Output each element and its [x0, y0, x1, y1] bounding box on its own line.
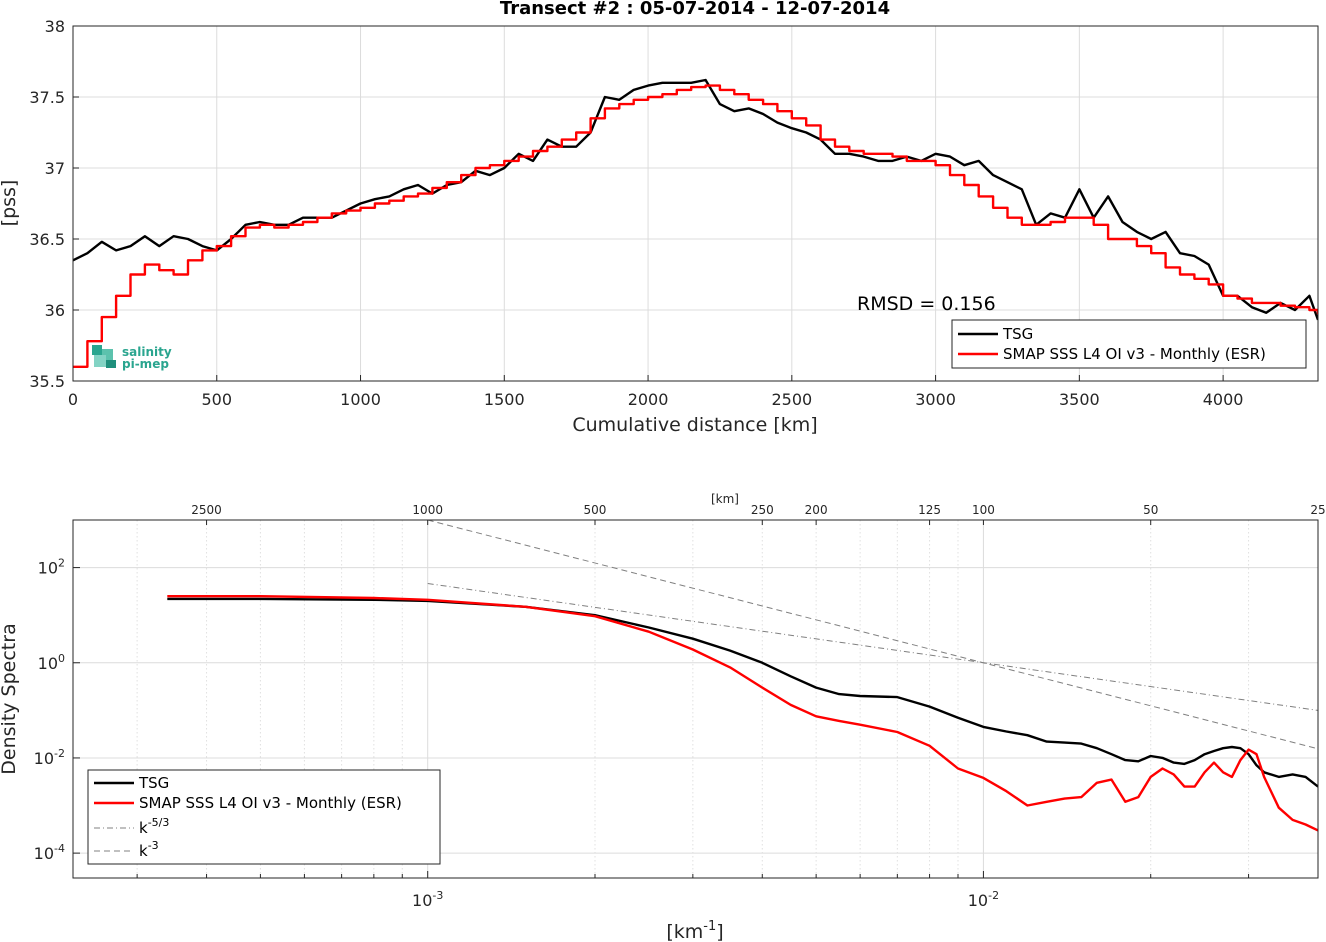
plot-area-frame [72, 519, 1319, 879]
x-axis-label-exp: -1 [703, 919, 716, 934]
legend-label-k3-exp: -3 [148, 839, 159, 852]
legend: TSG SMAP SSS L4 OI v3 - Monthly (ESR) [951, 319, 1307, 369]
logo-block [106, 360, 116, 368]
logo-text-pimep: pi-mep [122, 357, 169, 371]
y-tick-label: 100 [38, 652, 65, 673]
logo-block [92, 345, 102, 355]
x-axis-ticks: 0 500 1000 1500 2000 2500 3000 3500 4000 [68, 375, 1244, 409]
chart-title: Transect #2 : 05-07-2014 - 12-07-2014 [500, 0, 890, 19]
y-tick-label-base: 10 [34, 844, 54, 863]
y-tick-label: 36.5 [29, 230, 65, 249]
legend-label-k53: k-5/3 [139, 816, 169, 837]
y-tick-label: 37 [45, 159, 65, 178]
top-tick-label: 250 [751, 503, 774, 517]
x-tick-label-exp: -3 [432, 889, 443, 902]
legend-box [951, 319, 1307, 369]
legend-label-tsg: TSG [138, 774, 169, 792]
x-axis-label-close: ] [716, 921, 723, 942]
series-line-smap [167, 595, 1318, 832]
y-tick-label-exp: -4 [54, 842, 65, 855]
top-tick-label: 25 [1310, 503, 1325, 517]
top-axis-ticks: 2500 1000 500 250 200 125 100 50 25 [191, 503, 1326, 525]
y-tick-label: 38 [45, 17, 65, 36]
x-tick-label: 500 [201, 390, 232, 409]
x-axis-label-base: [km [666, 921, 703, 942]
y-tick-label: 35.5 [29, 372, 65, 391]
x-tick-label: 0 [68, 390, 78, 409]
y-tick-label: 10-4 [34, 842, 65, 863]
legend-label-smap: SMAP SSS L4 OI v3 - Monthly (ESR) [1003, 345, 1266, 363]
x-tick-label: 3500 [1059, 390, 1100, 409]
y-tick-label-exp: 2 [58, 557, 65, 570]
y-tick-label: 102 [38, 557, 65, 578]
y-tick-label: 37.5 [29, 88, 65, 107]
x-tick-label: 3000 [915, 390, 956, 409]
plot-lines [73, 78, 1318, 368]
plot-lines [167, 520, 1318, 832]
top-tick-label: 500 [584, 503, 607, 517]
legend-box [87, 769, 441, 865]
top-tick-label: 125 [918, 503, 941, 517]
y-tick-label: 10-2 [34, 747, 65, 768]
logo-block [102, 349, 113, 360]
series-line-tsg [167, 597, 1318, 788]
x-tick-label-base: 10 [968, 891, 988, 910]
x-tick-label: 2000 [628, 390, 669, 409]
top-tick-label: 2500 [191, 503, 222, 517]
x-tick-label: 1000 [340, 390, 381, 409]
y-tick-label-base: 10 [38, 559, 58, 578]
legend-label-k53-exp: -5/3 [148, 816, 170, 829]
top-tick-label: 100 [972, 503, 995, 517]
y-tick-label-base: 10 [34, 749, 54, 768]
x-tick-label: 4000 [1203, 390, 1244, 409]
top-tick-label: 50 [1143, 503, 1158, 517]
rmsd-annotation: RMSD = 0.156 [857, 293, 996, 315]
x-tick-label-exp: -2 [988, 889, 999, 902]
y-axis-label: [pss] [0, 180, 20, 227]
top-axis-label: [km] [711, 492, 739, 506]
legend-label-k3-base: k [139, 842, 148, 860]
series-line-tsg [73, 78, 1318, 321]
top-tick-label: 200 [805, 503, 828, 517]
logo-text-salinity: salinity [122, 345, 172, 359]
legend-label-k53-base: k [139, 819, 148, 837]
x-axis-label: [km-1] [666, 919, 723, 942]
series-line-smap [73, 84, 1318, 368]
salinity-pi-mep-logo: salinity pi-mep [92, 345, 172, 371]
y-tick-label-exp: -2 [54, 747, 65, 760]
legend-label-smap: SMAP SSS L4 OI v3 - Monthly (ESR) [139, 794, 402, 812]
y-tick-label-exp: 0 [58, 652, 65, 665]
x-tick-label: 2500 [771, 390, 812, 409]
legend: TSG SMAP SSS L4 OI v3 - Monthly (ESR) k-… [87, 769, 441, 865]
x-axis-ticks: 10-3 10-2 [136, 871, 1250, 910]
top-tick-label: 1000 [412, 503, 443, 517]
y-tick-label: 36 [45, 301, 65, 320]
series-line-k-3 [427, 520, 1318, 750]
logo-block [94, 355, 106, 367]
legend-label-tsg: TSG [1002, 325, 1033, 343]
y-axis-ticks: 35.5 36 36.5 37 37.5 38 [29, 17, 79, 391]
y-axis-label: Density Spectra [0, 623, 20, 774]
x-tick-label: 1500 [484, 390, 525, 409]
x-tick-label-base: 10 [412, 891, 432, 910]
x-axis-label: Cumulative distance [km] [572, 414, 817, 436]
y-tick-label-base: 10 [38, 654, 58, 673]
x-tick-label: 10-2 [968, 889, 999, 910]
legend-label-k3: k-3 [139, 839, 159, 860]
plot-area-frame [72, 25, 1319, 382]
series-line-k-5-3 [427, 583, 1318, 711]
x-tick-label: 10-3 [412, 889, 443, 910]
salinity-transect-chart: Transect #2 : 05-07-2014 - 12-07-2014 0 5… [0, 0, 1319, 436]
